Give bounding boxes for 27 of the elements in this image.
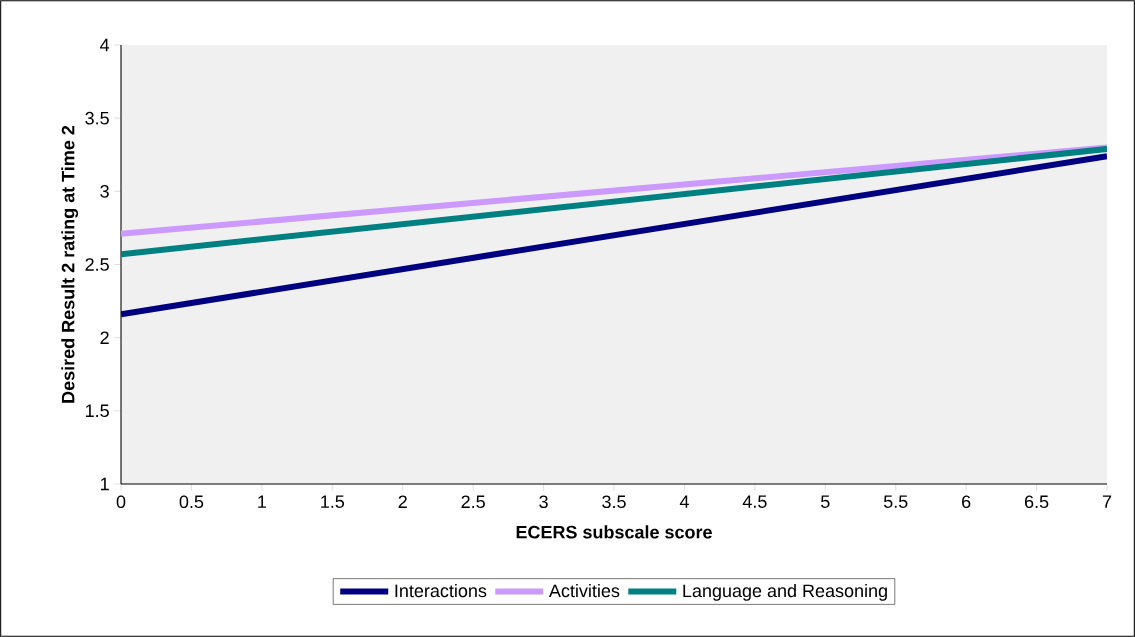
x-tick-label: 2 <box>398 495 407 508</box>
x-tick-label: 1 <box>258 495 266 508</box>
y-axis-title: Desired Result 2 rating at Time 2 <box>61 125 79 403</box>
x-tick-label: 6 <box>962 495 971 509</box>
legend-label: Language and Reasoning <box>683 583 887 601</box>
x-tick-label: 5.5 <box>883 495 908 508</box>
x-tick-label: 3.5 <box>602 495 626 509</box>
x-tick-label: 5 <box>821 495 830 508</box>
x-axis-title: ECERS subscale score <box>516 525 712 539</box>
legend-label: Interactions <box>395 583 487 598</box>
y-tick-label: 2 <box>100 331 109 344</box>
x-tick-label: 7 <box>1102 495 1112 508</box>
x-tick-label: 0 <box>116 495 126 509</box>
x-tick-label: 0.5 <box>179 495 204 509</box>
y-tick-label: 3.5 <box>85 111 109 125</box>
legend-label: Activities <box>548 583 620 598</box>
y-tick-label: 4 <box>100 38 110 52</box>
x-tick-label: 2.5 <box>461 495 485 509</box>
x-tick-label: 3 <box>539 495 548 509</box>
x-tick-label: 1.5 <box>321 495 345 508</box>
x-tick-label: 4 <box>679 495 689 508</box>
y-tick-label: 2.5 <box>85 258 109 271</box>
y-tick-label: 3 <box>100 184 109 198</box>
x-tick-label: 6.5 <box>1024 495 1049 509</box>
y-tick-label: 1.5 <box>85 404 109 418</box>
x-tick-label: 4.5 <box>742 495 767 508</box>
y-tick-label: 1 <box>101 477 109 491</box>
